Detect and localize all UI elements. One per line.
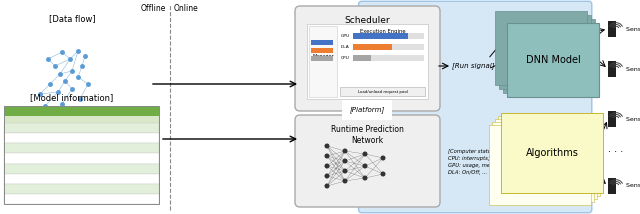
FancyBboxPatch shape: [309, 26, 337, 97]
Circle shape: [381, 172, 385, 176]
FancyBboxPatch shape: [358, 1, 592, 213]
Text: [Computer status]
CPU: interrupts, sys calls, temp, ...
GPU: usage, memory, ...
: [Computer status] CPU: interrupts, sys c…: [448, 149, 538, 175]
Text: Sensor Input: Sensor Input: [626, 27, 640, 31]
Circle shape: [343, 179, 347, 183]
Circle shape: [325, 164, 329, 168]
Circle shape: [325, 154, 329, 158]
Bar: [4, 143, 159, 153]
Bar: [4, 133, 159, 143]
FancyBboxPatch shape: [499, 15, 591, 89]
Bar: [353, 44, 424, 50]
Text: [Run signal]: [Run signal]: [452, 63, 495, 69]
Circle shape: [364, 176, 367, 180]
Text: Offline: Offline: [140, 4, 166, 13]
Bar: [608, 111, 616, 127]
Circle shape: [364, 152, 367, 156]
FancyBboxPatch shape: [495, 11, 587, 85]
Bar: [608, 178, 616, 194]
FancyBboxPatch shape: [503, 19, 595, 93]
Circle shape: [364, 164, 367, 168]
Text: Manager: Manager: [312, 54, 334, 59]
Bar: [311, 56, 333, 61]
Circle shape: [343, 169, 347, 173]
FancyBboxPatch shape: [498, 116, 600, 196]
Text: DLA: DLA: [341, 45, 349, 49]
Bar: [4, 184, 159, 194]
Text: Algorithms: Algorithms: [525, 148, 579, 158]
Text: Runtime Prediction
Network: Runtime Prediction Network: [331, 125, 404, 145]
Text: [Model information]: [Model information]: [30, 93, 114, 102]
Bar: [608, 21, 616, 37]
Bar: [353, 33, 424, 39]
FancyBboxPatch shape: [501, 113, 603, 193]
FancyBboxPatch shape: [295, 6, 440, 111]
Circle shape: [343, 149, 347, 153]
Bar: [4, 174, 159, 184]
Text: · · ·: · · ·: [609, 147, 623, 157]
Circle shape: [325, 144, 329, 148]
Circle shape: [325, 184, 329, 188]
Text: [Platform]: [Platform]: [349, 107, 385, 113]
FancyBboxPatch shape: [489, 125, 591, 205]
Text: Load/unload request pool: Load/unload request pool: [358, 90, 408, 94]
Bar: [4, 106, 159, 204]
Text: CPU: CPU: [341, 56, 349, 60]
FancyBboxPatch shape: [495, 119, 597, 199]
Bar: [4, 106, 159, 116]
Text: GPU: GPU: [341, 34, 350, 38]
Text: Sensor Input: Sensor Input: [626, 67, 640, 71]
Bar: [311, 40, 333, 45]
Text: Sensor Input: Sensor Input: [626, 116, 640, 122]
Bar: [4, 116, 159, 123]
Bar: [4, 123, 159, 133]
Circle shape: [343, 159, 347, 163]
FancyBboxPatch shape: [507, 23, 599, 97]
Bar: [353, 33, 408, 39]
FancyBboxPatch shape: [307, 24, 428, 99]
FancyBboxPatch shape: [492, 122, 594, 202]
FancyBboxPatch shape: [340, 87, 425, 96]
FancyBboxPatch shape: [295, 115, 440, 207]
Text: [Data flow]: [Data flow]: [49, 14, 95, 23]
Bar: [353, 55, 424, 61]
Circle shape: [325, 174, 329, 178]
Text: Online: Online: [173, 4, 198, 13]
Circle shape: [381, 156, 385, 160]
Text: Sensor Input: Sensor Input: [626, 183, 640, 189]
Bar: [608, 61, 616, 77]
Bar: [4, 163, 159, 174]
Text: Execution Engine: Execution Engine: [360, 29, 405, 34]
Text: DNN Model: DNN Model: [525, 55, 580, 65]
Text: Scheduler: Scheduler: [345, 16, 390, 25]
Bar: [4, 194, 159, 204]
Bar: [4, 153, 159, 163]
Bar: [353, 44, 392, 50]
Bar: [311, 48, 333, 53]
Bar: [353, 55, 371, 61]
